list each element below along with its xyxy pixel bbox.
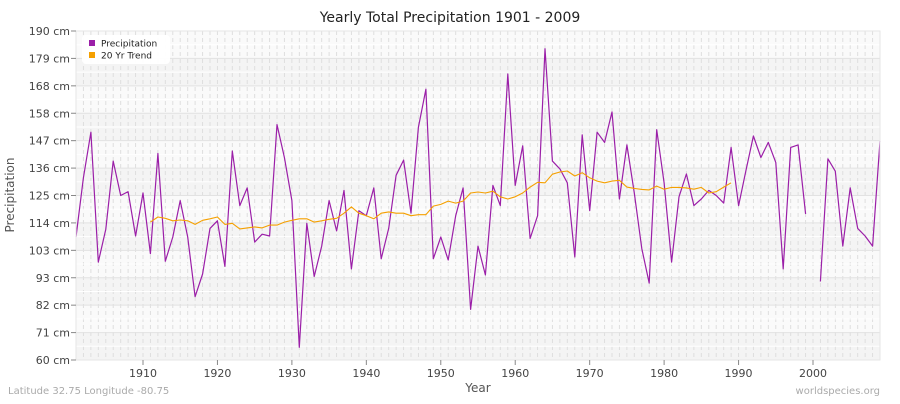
y-tick-label: 82 cm (36, 299, 70, 312)
legend-swatch-trend (89, 52, 95, 58)
x-axis-label: Year (464, 381, 490, 395)
x-tick-label: 1960 (501, 367, 529, 380)
legend-label-precipitation: Precipitation (101, 40, 157, 50)
x-axis-ticks: 1910 1920 1930 1940 1950 1960 1970 1980 1990 2000 (129, 360, 827, 380)
x-tick-label: 1930 (278, 367, 306, 380)
x-tick-label: 1940 (352, 367, 380, 380)
trend-line (150, 170, 732, 230)
legend-swatch-precipitation (89, 40, 95, 46)
y-tick-label: 125 cm (29, 190, 70, 203)
y-axis-label: Precipitation (3, 157, 17, 232)
x-tick-label: 1950 (427, 367, 455, 380)
y-tick-label: 71 cm (36, 327, 70, 340)
x-tick-label: 1910 (129, 367, 157, 380)
x-tick-label: 1920 (203, 367, 231, 380)
y-tick-label: 60 cm (36, 354, 70, 367)
y-tick-label: 147 cm (29, 135, 70, 148)
legend-label-trend: 20 Yr Trend (101, 52, 152, 62)
x-tick-label: 2000 (799, 367, 827, 380)
y-tick-label: 103 cm (29, 244, 70, 257)
x-tick-label: 1970 (576, 367, 604, 380)
x-tick-label: 1990 (725, 367, 753, 380)
horizontal-grid (76, 30, 880, 361)
y-tick-label: 93 cm (36, 272, 70, 285)
chart-title: Yearly Total Precipitation 1901 - 2009 (319, 10, 581, 26)
legend-box (82, 35, 170, 64)
y-tick-label: 179 cm (29, 52, 70, 65)
x-tick-label: 1980 (650, 367, 678, 380)
y-axis-ticks: 60 cm 71 cm 82 cm 93 cm 103 cm 114 cm 125 cm 13… (29, 25, 76, 367)
source-label[interactable]: worldspecies.org (796, 386, 880, 397)
y-tick-label: 190 cm (29, 25, 70, 38)
y-tick-label: 136 cm (29, 162, 70, 175)
location-label: Latitude 32.75 Longitude -80.75 (8, 386, 169, 397)
y-tick-label: 158 cm (29, 107, 70, 120)
y-tick-label: 114 cm (29, 217, 70, 230)
y-tick-label: 168 cm (29, 80, 70, 93)
legend: Precipitation 20 Yr Trend (82, 35, 170, 64)
precipitation-line (75, 48, 881, 348)
series-lines (75, 48, 881, 348)
